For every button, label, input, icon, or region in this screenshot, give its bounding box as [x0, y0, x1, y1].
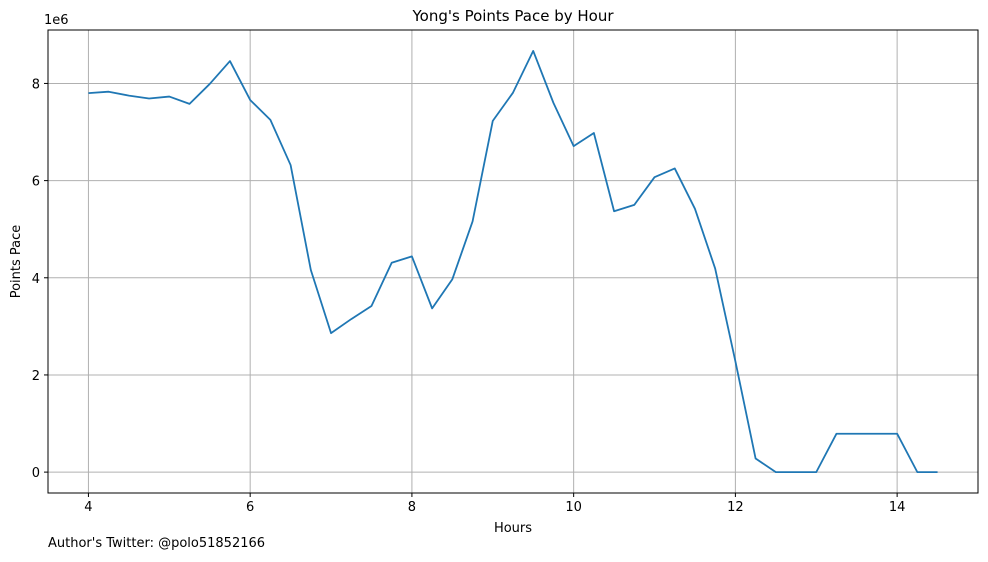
x-tick-label: 8 — [408, 500, 416, 515]
x-tick-label: 10 — [565, 500, 582, 515]
y-tick-label: 0 — [32, 466, 40, 481]
y-tick-label: 4 — [32, 272, 40, 287]
author-twitter-footnote: Author's Twitter: @polo51852166 — [48, 536, 266, 551]
axis-ticks: 4 6 8 10 12 14 0 2 4 6 8 — [32, 77, 906, 515]
series-line — [88, 49, 938, 474]
x-tick-label: 12 — [727, 500, 744, 515]
x-tick-label: 14 — [889, 500, 906, 515]
y-tick-label: 6 — [32, 175, 40, 190]
y-tick-label: 2 — [32, 369, 40, 384]
x-tick-label: 6 — [246, 500, 254, 515]
series-layer — [88, 49, 938, 474]
x-axis-label: Hours — [494, 521, 532, 536]
y-axis-label: Points Pace — [9, 225, 24, 299]
grid-lines — [48, 30, 978, 493]
y-axis-scale-label: 1e6 — [44, 13, 69, 28]
plot-area-frame — [47, 29, 979, 494]
y-tick-label: 8 — [32, 77, 40, 92]
x-tick-label: 4 — [84, 500, 92, 515]
chart-title: Yong's Points Pace by Hour — [411, 7, 614, 25]
